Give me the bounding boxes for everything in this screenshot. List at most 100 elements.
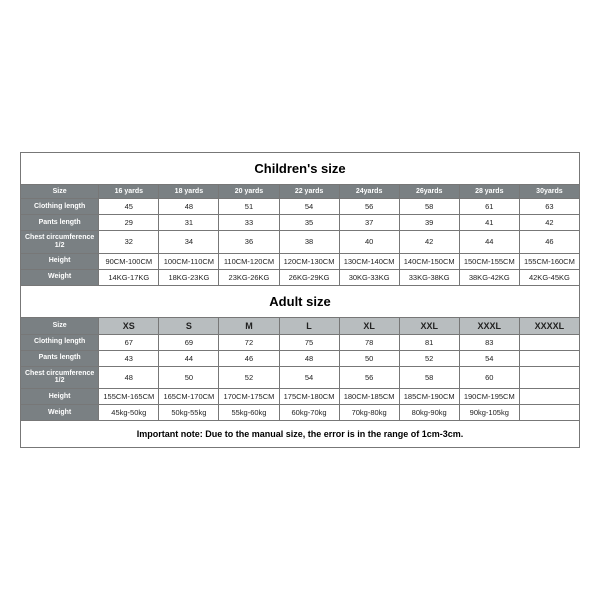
adult-row-0: Clothing length 67 69 72 75 78 81 83 — [21, 334, 580, 350]
children-cell: 38 — [279, 231, 339, 253]
adult-title: Adult size — [21, 285, 580, 317]
size-table: Children's size Size 16 yards 18 yards 2… — [20, 152, 580, 448]
adult-cell: 78 — [339, 334, 399, 350]
adult-row-4-label: Weight — [21, 404, 99, 420]
adult-cell: 48 — [99, 366, 159, 388]
children-cell: 130CM-140CM — [339, 253, 399, 269]
children-row-4-label: Weight — [21, 269, 99, 285]
children-cell: 35 — [279, 215, 339, 231]
children-cell: 37 — [339, 215, 399, 231]
adult-cell: 81 — [399, 334, 459, 350]
adult-cell: 180CM-185CM — [339, 388, 399, 404]
adult-cell: 175CM-180CM — [279, 388, 339, 404]
adult-cell: 48 — [279, 350, 339, 366]
adult-cell: 50kg-55kg — [159, 404, 219, 420]
children-cell: 48 — [159, 199, 219, 215]
children-header-5: 24yards — [339, 185, 399, 199]
children-row-4: Weight 14KG-17KG 18KG-23KG 23KG-26KG 26K… — [21, 269, 580, 285]
adult-cell — [519, 366, 579, 388]
children-row-1-label: Pants length — [21, 215, 99, 231]
adult-row-2-label: Chest circumference 1/2 — [21, 366, 99, 388]
adult-row-3: Height 155CM-165CM 165CM-170CM 170CM-175… — [21, 388, 580, 404]
adult-row-0-label: Clothing length — [21, 334, 99, 350]
adult-header-8: XXXXL — [519, 317, 579, 334]
adult-header-7: XXXL — [459, 317, 519, 334]
children-cell: 36 — [219, 231, 279, 253]
size-chart-container: Children's size Size 16 yards 18 yards 2… — [20, 152, 580, 448]
children-header-4: 22 yards — [279, 185, 339, 199]
adult-header-5: XL — [339, 317, 399, 334]
children-cell: 58 — [399, 199, 459, 215]
children-cell: 150CM-155CM — [459, 253, 519, 269]
adult-cell: 190CM-195CM — [459, 388, 519, 404]
adult-cell: 70kg-80kg — [339, 404, 399, 420]
adult-row-2: Chest circumference 1/2 48 50 52 54 56 5… — [21, 366, 580, 388]
adult-cell — [519, 388, 579, 404]
children-cell: 31 — [159, 215, 219, 231]
adult-cell: 54 — [459, 350, 519, 366]
children-cell: 155CM-160CM — [519, 253, 579, 269]
children-cell: 38KG-42KG — [459, 269, 519, 285]
adult-cell: 50 — [339, 350, 399, 366]
children-cell: 46 — [519, 231, 579, 253]
adult-cell — [519, 404, 579, 420]
adult-row-4: Weight 45kg-50kg 50kg-55kg 55kg-60kg 60k… — [21, 404, 580, 420]
children-cell: 29 — [99, 215, 159, 231]
children-header-8: 30yards — [519, 185, 579, 199]
children-row-0: Clothing length 45 48 51 54 56 58 61 63 — [21, 199, 580, 215]
adult-cell: 185CM-190CM — [399, 388, 459, 404]
adult-cell: 55kg-60kg — [219, 404, 279, 420]
children-cell: 26KG-29KG — [279, 269, 339, 285]
children-cell: 40 — [339, 231, 399, 253]
note-row: Important note: Due to the manual size, … — [21, 420, 580, 447]
adult-cell — [519, 350, 579, 366]
children-row-3: Height 90CM-100CM 100CM-110CM 110CM-120C… — [21, 253, 580, 269]
adult-header-1: XS — [99, 317, 159, 334]
children-cell: 32 — [99, 231, 159, 253]
children-header-7: 28 yards — [459, 185, 519, 199]
children-row-2-label: Chest circumference 1/2 — [21, 231, 99, 253]
children-row-1: Pants length 29 31 33 35 37 39 41 42 — [21, 215, 580, 231]
children-cell: 42 — [399, 231, 459, 253]
adult-cell: 58 — [399, 366, 459, 388]
children-row-3-label: Height — [21, 253, 99, 269]
children-cell: 63 — [519, 199, 579, 215]
children-cell: 54 — [279, 199, 339, 215]
children-header-row: Size 16 yards 18 yards 20 yards 22 yards… — [21, 185, 580, 199]
children-cell: 33 — [219, 215, 279, 231]
adult-row-1: Pants length 43 44 46 48 50 52 54 — [21, 350, 580, 366]
adult-cell: 90kg-105kg — [459, 404, 519, 420]
children-cell: 45 — [99, 199, 159, 215]
adult-header-6: XXL — [399, 317, 459, 334]
children-header-0: Size — [21, 185, 99, 199]
children-cell: 14KG-17KG — [99, 269, 159, 285]
adult-cell: 69 — [159, 334, 219, 350]
adult-cell: 80kg-90kg — [399, 404, 459, 420]
adult-cell: 67 — [99, 334, 159, 350]
adult-cell — [519, 334, 579, 350]
adult-cell: 56 — [339, 366, 399, 388]
adult-cell: 170CM-175CM — [219, 388, 279, 404]
adult-cell: 43 — [99, 350, 159, 366]
adult-cell: 165CM-170CM — [159, 388, 219, 404]
children-cell: 41 — [459, 215, 519, 231]
adult-cell: 54 — [279, 366, 339, 388]
children-cell: 44 — [459, 231, 519, 253]
children-title-row: Children's size — [21, 153, 580, 185]
children-cell: 120CM-130CM — [279, 253, 339, 269]
children-header-1: 16 yards — [99, 185, 159, 199]
children-cell: 100CM-110CM — [159, 253, 219, 269]
children-header-2: 18 yards — [159, 185, 219, 199]
adult-cell: 155CM-165CM — [99, 388, 159, 404]
children-cell: 61 — [459, 199, 519, 215]
children-cell: 56 — [339, 199, 399, 215]
children-cell: 42KG-45KG — [519, 269, 579, 285]
children-row-2: Chest circumference 1/2 32 34 36 38 40 4… — [21, 231, 580, 253]
children-cell: 90CM-100CM — [99, 253, 159, 269]
adult-header-3: M — [219, 317, 279, 334]
adult-header-0: Size — [21, 317, 99, 334]
children-cell: 42 — [519, 215, 579, 231]
adult-header-4: L — [279, 317, 339, 334]
adult-row-1-label: Pants length — [21, 350, 99, 366]
children-cell: 33KG-38KG — [399, 269, 459, 285]
